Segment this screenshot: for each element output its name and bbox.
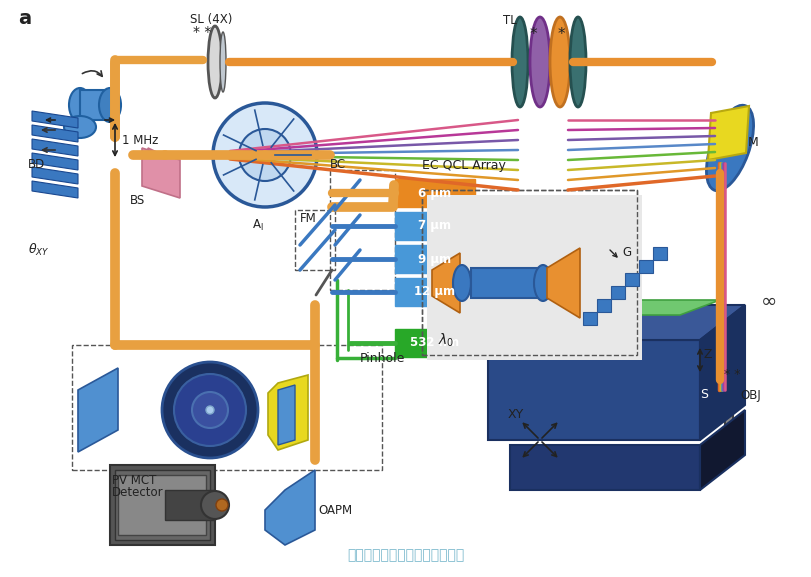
Polygon shape [78, 368, 118, 452]
Text: Pinhole: Pinhole [360, 351, 406, 365]
Ellipse shape [64, 116, 96, 138]
Polygon shape [148, 148, 178, 190]
Polygon shape [583, 312, 597, 325]
Bar [395, 278, 475, 306]
Text: BC: BC [330, 159, 346, 171]
Polygon shape [510, 445, 700, 490]
Polygon shape [432, 253, 460, 313]
Text: A$_\mathsf{I}$: A$_\mathsf{I}$ [252, 218, 264, 233]
Bar [395, 329, 475, 357]
Ellipse shape [530, 17, 550, 107]
Text: Z: Z [703, 349, 711, 362]
Circle shape [162, 362, 258, 458]
Bar [395, 179, 475, 207]
Polygon shape [278, 385, 295, 445]
Text: 1 MHz: 1 MHz [122, 133, 158, 147]
Polygon shape [700, 305, 745, 440]
Circle shape [192, 392, 228, 428]
Ellipse shape [714, 370, 728, 410]
Polygon shape [32, 153, 78, 170]
Ellipse shape [220, 32, 226, 92]
Polygon shape [32, 167, 78, 184]
Bar [422, 190, 637, 355]
Bar [165, 490, 215, 520]
Text: * *: * * [724, 368, 740, 380]
Ellipse shape [534, 265, 552, 301]
Bar [725, 390, 733, 430]
Text: 6 μm: 6 μm [418, 186, 452, 200]
Ellipse shape [512, 17, 528, 107]
Text: S: S [700, 388, 708, 402]
Polygon shape [611, 286, 625, 299]
Bar [110, 465, 215, 545]
Polygon shape [32, 125, 78, 142]
Ellipse shape [706, 105, 753, 191]
Text: $\lambda_0$: $\lambda_0$ [438, 331, 454, 349]
Polygon shape [547, 248, 580, 318]
Bar [295, 210, 335, 270]
Ellipse shape [208, 26, 222, 98]
Bar [118, 475, 206, 535]
Polygon shape [32, 111, 78, 128]
Bar [422, 190, 637, 355]
Text: $\theta_{XY}$: $\theta_{XY}$ [28, 242, 49, 258]
Polygon shape [268, 375, 308, 450]
Text: * *: * * [193, 25, 212, 39]
Bar [80, 90, 110, 120]
Polygon shape [597, 299, 611, 312]
Polygon shape [639, 260, 653, 273]
Text: XY: XY [508, 409, 524, 422]
Bar [395, 212, 475, 240]
Bar [115, 470, 210, 540]
Text: 532 nm: 532 nm [410, 336, 460, 350]
Text: a: a [18, 9, 31, 28]
Circle shape [174, 374, 246, 446]
Text: TL: TL [503, 13, 517, 27]
Polygon shape [488, 305, 745, 340]
Ellipse shape [550, 17, 570, 107]
Circle shape [213, 103, 317, 207]
Circle shape [239, 129, 291, 181]
Text: M: M [748, 137, 759, 149]
Polygon shape [142, 148, 180, 198]
Bar [330, 170, 395, 290]
Polygon shape [700, 410, 745, 490]
Polygon shape [653, 247, 667, 260]
Text: $\infty$: $\infty$ [760, 290, 776, 309]
Text: *: * [530, 28, 538, 43]
Bar [72, 345, 382, 470]
Ellipse shape [453, 265, 471, 301]
Polygon shape [560, 300, 720, 315]
Text: FM: FM [300, 212, 317, 224]
Text: BS: BS [130, 193, 145, 207]
Text: Detector: Detector [112, 486, 164, 500]
Text: SL (4X): SL (4X) [190, 13, 233, 27]
Ellipse shape [201, 491, 229, 519]
Polygon shape [32, 181, 78, 198]
Text: G: G [622, 245, 631, 258]
Bar [395, 245, 475, 273]
Circle shape [206, 406, 214, 414]
Ellipse shape [99, 88, 121, 122]
Ellipse shape [69, 88, 91, 122]
Polygon shape [708, 106, 749, 160]
Text: *: * [558, 28, 565, 43]
Text: BD: BD [28, 159, 45, 171]
Text: 12 μm: 12 μm [414, 286, 456, 298]
Bar [471, 268, 541, 298]
Text: 7 μm: 7 μm [418, 219, 452, 233]
Polygon shape [32, 139, 78, 156]
Text: 9 μm: 9 μm [418, 253, 452, 265]
Polygon shape [625, 273, 639, 286]
Bar [427, 195, 642, 360]
Polygon shape [488, 340, 700, 440]
Text: 红外光谱激光扫描共聚焦显微镜: 红外光谱激光扫描共聚焦显微镜 [347, 548, 464, 562]
Text: PV MCT: PV MCT [112, 474, 157, 486]
Ellipse shape [570, 17, 586, 107]
Polygon shape [265, 470, 315, 545]
Text: OAPM: OAPM [318, 504, 352, 516]
Text: OBJ: OBJ [740, 388, 761, 402]
Text: EC QCL Array: EC QCL Array [422, 159, 506, 171]
Circle shape [216, 499, 228, 511]
